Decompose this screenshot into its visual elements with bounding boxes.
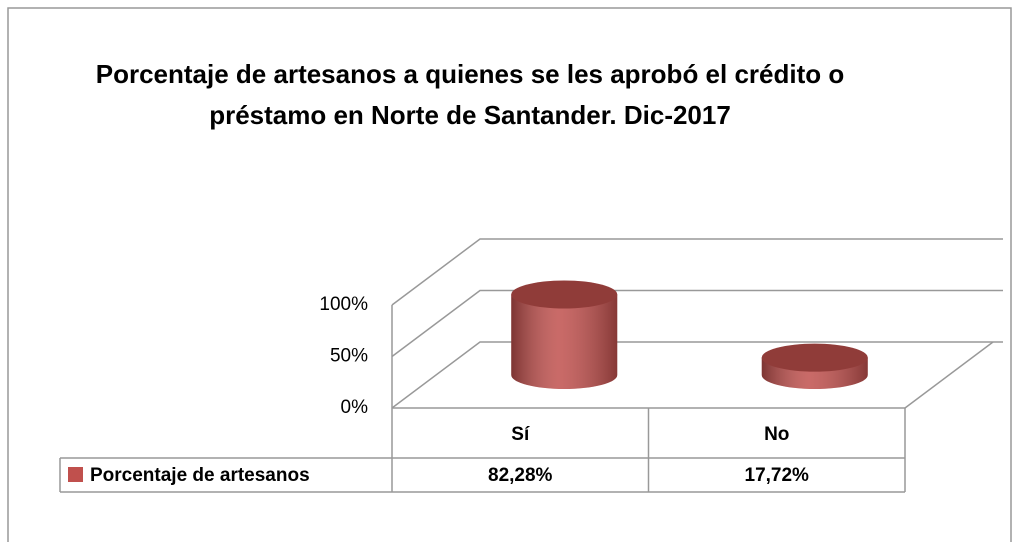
- chart-border: [7, 7, 1012, 542]
- category-label: No: [764, 424, 789, 445]
- legend-swatch: [68, 467, 83, 482]
- grid-line: [391, 289, 1003, 358]
- grid-line: [391, 238, 1003, 306]
- chart-title: Porcentaje de artesanos a quienes se les…: [95, 59, 845, 130]
- value-label: 82,28%: [488, 465, 553, 486]
- value-label: 17,72%: [745, 465, 810, 486]
- y-tick-label: 0%: [341, 397, 369, 418]
- bar-top-shade: [761, 343, 868, 372]
- bar: [511, 280, 618, 389]
- bar: [761, 343, 868, 389]
- category-label: Sí: [511, 424, 530, 445]
- legend-label: Porcentaje de artesanos: [90, 465, 310, 486]
- floor-edge: [904, 341, 994, 409]
- y-tick-label: 50%: [330, 346, 368, 367]
- y-tick-label: 100%: [319, 294, 368, 315]
- bar-top: [511, 280, 618, 309]
- grid-line: [391, 341, 1003, 409]
- bar-top-shade: [511, 280, 618, 309]
- bar-top: [761, 343, 868, 372]
- bar-shade: [511, 294, 618, 389]
